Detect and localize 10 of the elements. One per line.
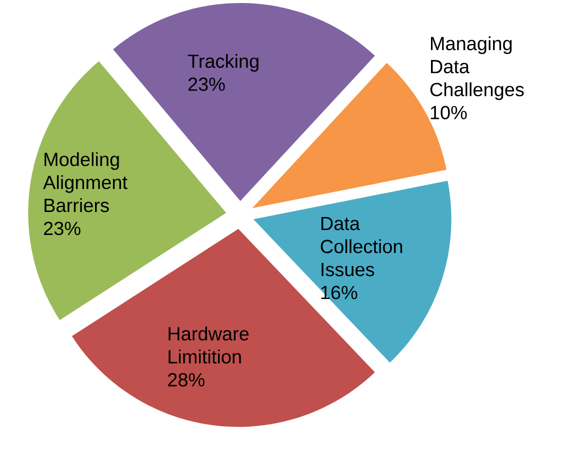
data-label: 28% [168,373,204,387]
slice-label: Managing Data Challenges [430,36,524,100]
data-label: 23% [188,77,225,91]
slice-label: Data Collection Issues [320,216,402,276]
slice-label: Tracking [188,54,258,72]
slice-label: Hardware Limitition [168,326,249,364]
data-label: 16% [321,286,358,300]
data-label: 10% [430,106,467,120]
data-label: 23% [44,222,80,236]
slice-label: Modeling Alignment Barriers [43,152,128,212]
